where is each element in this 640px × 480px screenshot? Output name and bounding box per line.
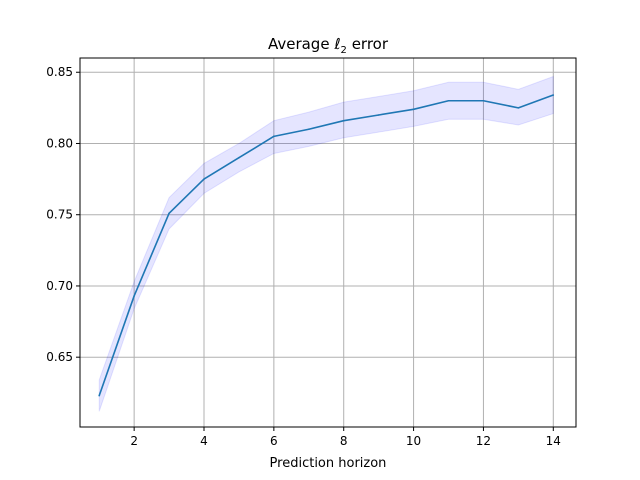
x-tick-label: 8 (340, 434, 348, 448)
x-tick-label: 4 (200, 434, 208, 448)
y-tick-label: 0.70 (46, 279, 73, 293)
y-tick-label: 0.80 (46, 136, 73, 150)
y-tick-label: 0.75 (46, 208, 73, 222)
data-point (517, 107, 520, 109)
confidence-band-layer (98, 75, 554, 412)
y-axis: 0.65 0.70 0.75 0.80 0.85 (46, 65, 80, 364)
chart-title: Average ℓ2 error (268, 35, 389, 56)
data-point (307, 128, 310, 131)
data-point (133, 295, 135, 297)
data-point (482, 99, 485, 102)
y-tick-label: 0.85 (46, 65, 73, 79)
data-point (412, 108, 415, 111)
data-point (168, 212, 170, 215)
data-point (447, 99, 450, 102)
data-point (203, 178, 205, 180)
data-point (342, 119, 345, 122)
data-point (98, 394, 101, 397)
y-tick-label: 0.65 (46, 350, 73, 364)
plot-frame (79, 57, 577, 428)
x-tick-label: 2 (130, 434, 138, 448)
data-point (238, 156, 240, 159)
data-point (552, 94, 555, 96)
series-line (98, 94, 554, 396)
data-point (377, 114, 380, 116)
data-point (273, 135, 275, 138)
x-tick-label: 14 (546, 434, 561, 448)
x-axis-label: Prediction horizon (270, 456, 387, 471)
x-tick-label: 6 (270, 434, 278, 448)
series-line-layer (98, 94, 555, 397)
x-axis: 2 4 6 8 10 12 14 (130, 427, 561, 448)
grid (80, 58, 576, 427)
x-tick-label: 10 (406, 434, 421, 448)
x-tick-label: 12 (476, 434, 491, 448)
confidence-band (98, 75, 554, 412)
